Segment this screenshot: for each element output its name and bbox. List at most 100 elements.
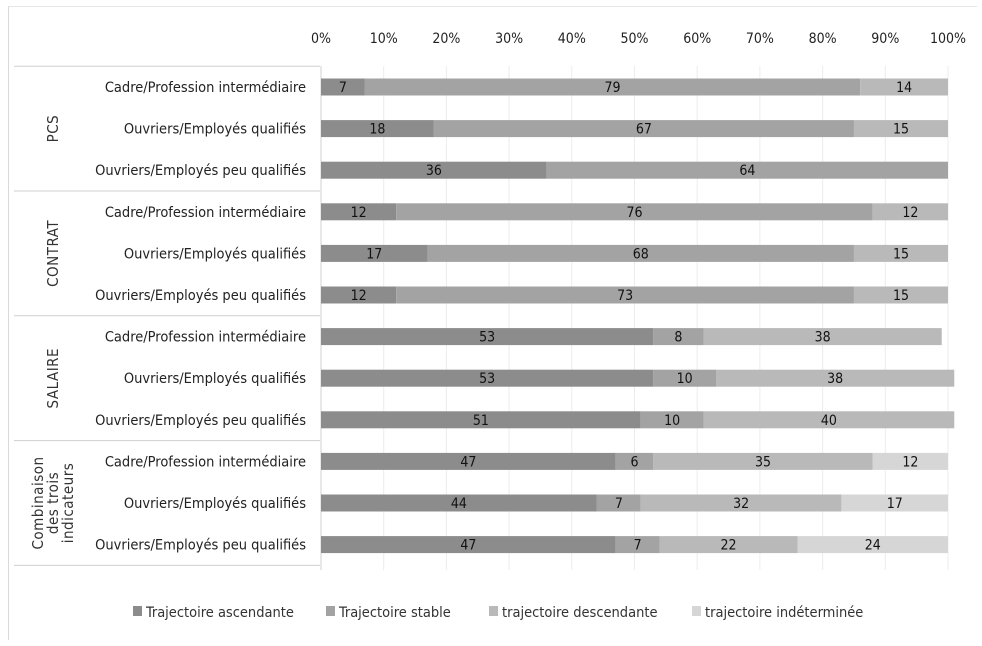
bar-segment	[433, 120, 854, 138]
bar-segment	[703, 328, 942, 346]
data-label: 7	[339, 80, 347, 96]
category-label: Ouvriers/Employés qualifiés	[124, 122, 306, 138]
group-label: des trois	[44, 472, 62, 534]
data-label: 8	[674, 330, 682, 346]
category-label: Ouvriers/Employés qualifiés	[124, 371, 306, 387]
x-tick-label: 0%	[311, 31, 331, 47]
bar-segment	[853, 244, 948, 262]
group-label: SALAIRE	[44, 348, 62, 409]
data-label: 15	[893, 288, 909, 304]
legend-swatch	[489, 606, 498, 616]
bar-segment	[659, 536, 798, 554]
bar-segment	[596, 494, 641, 512]
bar-segment	[321, 120, 434, 138]
data-label: 47	[460, 538, 476, 554]
data-label: 10	[664, 413, 680, 429]
data-label: 36	[426, 163, 442, 179]
legend-swatch	[326, 606, 335, 616]
group-label: CONTRAT	[44, 220, 62, 287]
data-label: 73	[617, 288, 633, 304]
x-tick-label: 50%	[621, 31, 649, 47]
bar-segment	[321, 286, 397, 304]
legend-label: trajectoire indéterminée	[705, 605, 863, 621]
legend-swatch	[133, 606, 142, 616]
x-tick-label: 90%	[871, 31, 899, 47]
data-label: 12	[351, 288, 367, 304]
data-label: 12	[351, 205, 367, 221]
data-label: 51	[473, 413, 489, 429]
bar-segment	[640, 411, 704, 429]
data-label: 17	[887, 496, 903, 512]
bar-segment	[872, 203, 948, 221]
bar-segment	[321, 244, 428, 262]
data-label: 18	[369, 122, 385, 138]
bar-segment	[427, 244, 854, 262]
x-tick-label: 40%	[558, 31, 586, 47]
bar-segment	[841, 494, 948, 512]
data-label: 79	[605, 80, 621, 96]
data-label: 32	[733, 496, 749, 512]
data-label: 67	[636, 122, 652, 138]
x-tick-label: 80%	[809, 31, 837, 47]
x-tick-label: 20%	[432, 31, 460, 47]
bar-segment	[653, 328, 704, 346]
bar-segment	[364, 78, 861, 96]
data-label: 7	[615, 496, 623, 512]
bar-segment	[321, 78, 365, 96]
x-tick-label: 60%	[683, 31, 711, 47]
bar-segment	[615, 536, 660, 554]
bar-segment	[321, 494, 597, 512]
bar-segment	[321, 369, 654, 387]
data-label: 15	[893, 246, 909, 262]
category-label: Ouvriers/Employés peu qualifiés	[95, 288, 306, 304]
bar-segment	[396, 203, 873, 221]
x-tick-label: 30%	[495, 31, 523, 47]
data-label: 35	[755, 454, 771, 470]
category-label: Cadre/Profession intermédiaire	[105, 330, 306, 346]
bar-segment	[321, 411, 641, 429]
bar-segment	[640, 494, 842, 512]
bar-segment	[853, 120, 948, 138]
category-label: Ouvriers/Employés peu qualifiés	[95, 413, 306, 429]
data-label: 22	[721, 538, 737, 554]
bar-segment	[321, 452, 616, 470]
data-label: 53	[479, 371, 495, 387]
bar-segment	[853, 286, 948, 304]
data-label: 24	[865, 538, 881, 554]
x-tick-label: 100%	[930, 31, 966, 47]
group-label: Combinaison	[29, 456, 47, 549]
bar-segment	[321, 161, 547, 179]
bar-segment	[797, 536, 948, 554]
bar-segment	[716, 369, 955, 387]
category-label: Cadre/Profession intermédiaire	[105, 80, 306, 96]
bar-segment	[872, 452, 948, 470]
data-label: 14	[896, 80, 912, 96]
legend-label: trajectoire descendante	[502, 605, 658, 621]
bar-segment	[653, 369, 717, 387]
data-label: 15	[893, 122, 909, 138]
x-tick-label: 10%	[370, 31, 398, 47]
chart-frame	[8, 6, 977, 640]
bar-segment	[703, 411, 955, 429]
data-label: 17	[366, 246, 382, 262]
data-label: 6	[630, 454, 638, 470]
bar-segment	[321, 328, 654, 346]
data-label: 10	[677, 371, 693, 387]
legend-label: Trajectoire ascendante	[145, 605, 294, 621]
data-label: 38	[827, 371, 843, 387]
data-label: 64	[739, 163, 755, 179]
bar-segment	[860, 78, 948, 96]
category-label: Ouvriers/Employés qualifiés	[124, 246, 306, 262]
category-label: Cadre/Profession intermédiaire	[105, 205, 306, 221]
group-label: indicateurs	[59, 463, 77, 544]
data-label: 40	[821, 413, 837, 429]
bar-segment	[321, 203, 397, 221]
data-label: 38	[815, 330, 831, 346]
data-label: 12	[902, 205, 918, 221]
legend-swatch	[692, 606, 701, 616]
data-label: 68	[633, 246, 649, 262]
data-label: 12	[902, 454, 918, 470]
data-label: 76	[626, 205, 642, 221]
category-label: Ouvriers/Employés qualifiés	[124, 496, 306, 512]
